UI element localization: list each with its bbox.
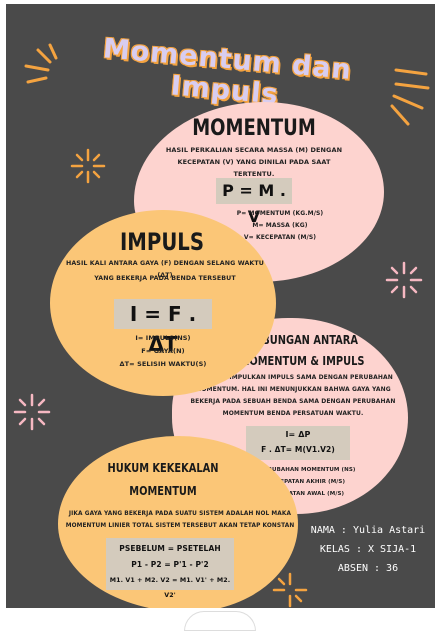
impuls-formula: I = F . ΔT	[114, 299, 212, 356]
hubungan-desc-3: BEKERJA PADA SEBUAH BENDA SAMA DENGAN PE…	[190, 398, 396, 405]
hubungan-legend-3: V2= KECEPATAN AWAL (M/S)	[253, 491, 345, 497]
hukum-desc-1: JIKA GAYA YANG BEKERJA PADA SUATU SISTEM…	[68, 511, 292, 517]
sparkle-pink-left-icon	[13, 393, 51, 431]
hubungan-heading-2: MOMENTUM & IMPULS	[239, 354, 365, 368]
hubungan-heading-1: HUBUNGAN ANTARA	[246, 333, 358, 347]
sun-rays-left-icon	[24, 43, 58, 84]
student-absen: ABSEN : 36	[337, 563, 399, 574]
hubungan-desc-4: MOMENTUM BENDA PERSATUAN WAKTU.	[222, 410, 364, 417]
impuls-legend-1: I= IMPULS(NS)	[135, 334, 191, 342]
hukum-formula-2: P1 - P2 = P'1 - P'2	[131, 560, 209, 569]
hubungan-legend-2: V1= KECEPATAN AKHIR (M/S)	[252, 479, 346, 485]
impuls-legend-3: ΔT= SELISIH WAKTU(S)	[119, 360, 207, 368]
hubungan-formula-2: F . ΔT= M(V1.V2)	[261, 445, 335, 454]
momentum-desc-2: KECEPATAN (V) YANG DINILAI PADA SAAT TER…	[177, 158, 331, 178]
hubungan-desc-2: MOMENTUM. HAL INI MENUNJUKKAN BAHWA GAYA…	[195, 386, 391, 393]
impuls-heading: IMPULS	[119, 228, 205, 256]
impuls-desc-2: YANG BEKERJA PADA BENDA TERSEBUT	[94, 275, 236, 282]
sparkle-pink-right-icon	[385, 261, 423, 299]
hubungan-desc-1: DAPAT DISIMPULKAN IMPULS SAMA DENGAN PER…	[193, 374, 393, 381]
student-name: NAMA : Yulia Astari	[310, 525, 426, 536]
momentum-legend-1: P= MOMENTUM (KG.M/S)	[236, 210, 324, 217]
hukum-formula-3: M1. V1 + M2. V2 = M1. V1' + M2. V2'	[109, 577, 231, 599]
impuls-legend-2: F= GAYA(N)	[141, 347, 185, 355]
student-class: KELAS : X SIJA-1	[319, 544, 417, 555]
sun-rays-right-icon	[390, 68, 430, 126]
impuls-desc-1: HASIL KALI ANTARA GAYA (F) DENGAN SELANG…	[65, 260, 265, 279]
hukum-heading-2: MOMENTUM	[129, 484, 197, 498]
sparkle-bottom-icon	[272, 572, 308, 608]
momentum-desc-1: HASIL PERKALIAN SECARA MASSA (M) DENGAN	[165, 146, 343, 154]
sparkle-orange-icon	[70, 148, 106, 184]
hubungan-legend-1: Δ P= PERUBAHAN MOMENTUM (NS)	[242, 467, 356, 473]
momentum-formula: P = M . V	[216, 178, 292, 226]
scroll-up-tab[interactable]	[184, 611, 256, 631]
hukum-formula-1: PSEBELUM = PSETELAH	[119, 544, 221, 553]
hubungan-formula-box	[246, 426, 350, 460]
hukum-formula-box	[106, 538, 234, 590]
hukum-heading-1: HUKUM KEKEKALAN	[107, 461, 219, 475]
hukum-desc-2: MOMENTUM LINIER TOTAL SISTEM TERSEBUT AK…	[65, 523, 295, 529]
hubungan-formula-1: I= ΔP	[285, 430, 311, 439]
poster: Momentum dan Impuls	[6, 4, 435, 608]
momentum-legend-3: V= KECEPATAN (M/S)	[243, 234, 317, 241]
momentum-heading: MOMENTUM	[192, 116, 316, 141]
momentum-legend-2: M= MASSA (KG)	[252, 222, 308, 229]
